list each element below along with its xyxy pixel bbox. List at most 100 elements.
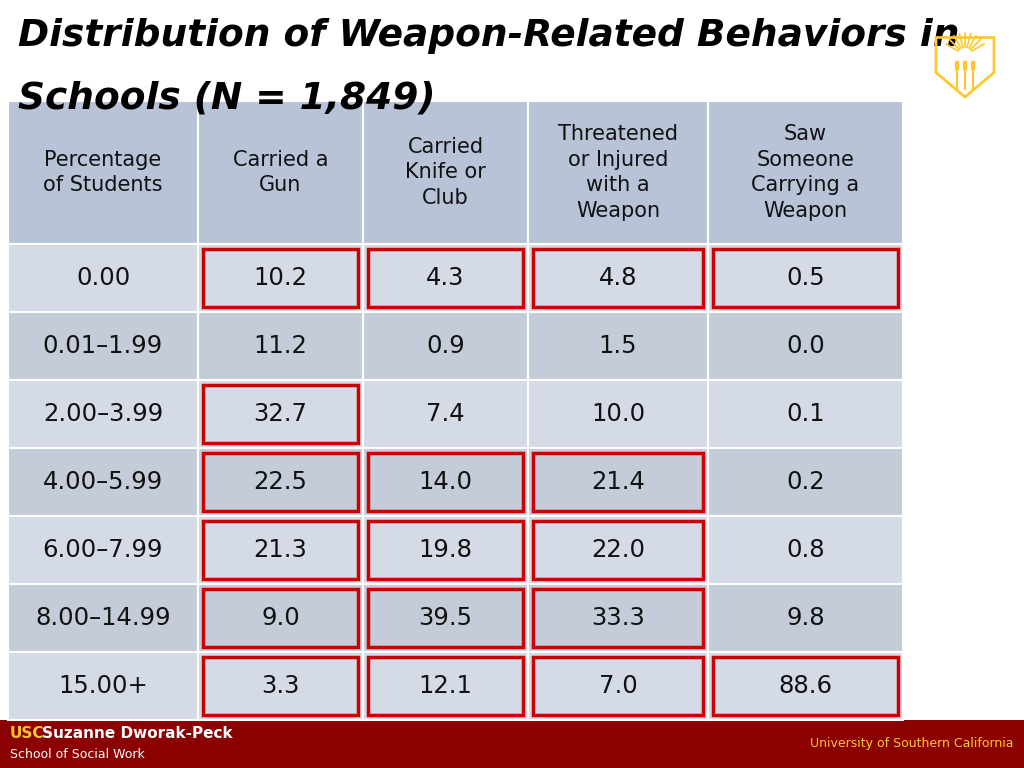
Bar bbox=[713, 249, 898, 307]
Text: University of Southern California: University of Southern California bbox=[811, 737, 1014, 750]
Text: Distribution of Weapon-Related Behaviors in: Distribution of Weapon-Related Behaviors… bbox=[18, 18, 959, 54]
Bar bbox=[198, 516, 362, 584]
Text: 9.8: 9.8 bbox=[786, 606, 824, 630]
Bar bbox=[368, 521, 523, 579]
Text: 8.00–14.99: 8.00–14.99 bbox=[35, 606, 171, 630]
Text: School of Social Work: School of Social Work bbox=[10, 748, 144, 761]
Text: 14.0: 14.0 bbox=[419, 470, 472, 494]
Text: 12.1: 12.1 bbox=[419, 674, 472, 698]
Bar bbox=[8, 380, 198, 448]
Bar bbox=[534, 453, 703, 511]
Bar bbox=[362, 516, 528, 584]
Text: Threatened
or Injured
with a
Weapon: Threatened or Injured with a Weapon bbox=[558, 124, 678, 221]
Text: 22.0: 22.0 bbox=[591, 538, 645, 562]
Text: 88.6: 88.6 bbox=[778, 674, 833, 698]
Text: 7.0: 7.0 bbox=[599, 674, 637, 698]
Text: 0.0: 0.0 bbox=[786, 334, 825, 358]
Bar bbox=[534, 521, 703, 579]
Text: 0.00: 0.00 bbox=[76, 266, 130, 290]
Bar bbox=[203, 453, 358, 511]
Bar bbox=[8, 101, 198, 244]
Bar bbox=[8, 516, 198, 584]
Bar bbox=[528, 448, 708, 516]
Bar bbox=[528, 584, 708, 652]
Bar bbox=[198, 101, 362, 244]
Bar bbox=[203, 385, 358, 443]
Bar bbox=[362, 244, 528, 312]
Bar bbox=[8, 448, 198, 516]
Text: Saw
Someone
Carrying a
Weapon: Saw Someone Carrying a Weapon bbox=[752, 124, 859, 221]
Bar bbox=[203, 249, 358, 307]
Text: 21.4: 21.4 bbox=[591, 470, 645, 494]
Bar bbox=[362, 380, 528, 448]
Bar bbox=[708, 101, 903, 244]
Text: Percentage
of Students: Percentage of Students bbox=[43, 150, 163, 195]
Bar bbox=[198, 244, 362, 312]
Bar bbox=[362, 448, 528, 516]
Bar bbox=[368, 657, 523, 715]
Text: 1.5: 1.5 bbox=[599, 334, 637, 358]
Text: 0.01–1.99: 0.01–1.99 bbox=[43, 334, 163, 358]
Bar bbox=[368, 453, 523, 511]
Text: 9.0: 9.0 bbox=[261, 606, 300, 630]
Bar bbox=[198, 652, 362, 720]
Bar bbox=[708, 380, 903, 448]
Bar bbox=[362, 312, 528, 380]
Bar bbox=[528, 244, 708, 312]
Text: 4.3: 4.3 bbox=[426, 266, 465, 290]
Bar bbox=[198, 448, 362, 516]
Text: 0.5: 0.5 bbox=[786, 266, 824, 290]
Bar bbox=[528, 312, 708, 380]
Text: 0.8: 0.8 bbox=[786, 538, 824, 562]
Bar bbox=[708, 244, 903, 312]
Text: 22.5: 22.5 bbox=[254, 470, 307, 494]
Text: 15.00+: 15.00+ bbox=[58, 674, 147, 698]
Bar bbox=[362, 652, 528, 720]
Bar bbox=[0, 720, 1024, 768]
Text: 11.2: 11.2 bbox=[254, 334, 307, 358]
Text: 33.3: 33.3 bbox=[591, 606, 645, 630]
Text: 19.8: 19.8 bbox=[419, 538, 472, 562]
Bar bbox=[534, 249, 703, 307]
Bar bbox=[8, 312, 198, 380]
Text: 3.3: 3.3 bbox=[261, 674, 300, 698]
Text: 32.7: 32.7 bbox=[254, 402, 307, 426]
Text: 39.5: 39.5 bbox=[419, 606, 472, 630]
Bar bbox=[198, 584, 362, 652]
Bar bbox=[534, 657, 703, 715]
Bar bbox=[0, 0, 1024, 101]
Bar bbox=[708, 312, 903, 380]
Text: 4.00–5.99: 4.00–5.99 bbox=[43, 470, 163, 494]
Text: 6.00–7.99: 6.00–7.99 bbox=[43, 538, 163, 562]
Bar bbox=[528, 652, 708, 720]
Bar bbox=[362, 101, 528, 244]
Text: Schools (N = 1,849): Schools (N = 1,849) bbox=[18, 80, 435, 116]
Bar bbox=[708, 652, 903, 720]
Text: 2.00–3.99: 2.00–3.99 bbox=[43, 402, 163, 426]
Bar bbox=[528, 101, 708, 244]
Bar bbox=[368, 589, 523, 647]
Bar bbox=[203, 521, 358, 579]
Text: 10.0: 10.0 bbox=[591, 402, 645, 426]
Text: 21.3: 21.3 bbox=[254, 538, 307, 562]
Text: USC: USC bbox=[10, 726, 44, 741]
Text: 7.4: 7.4 bbox=[426, 402, 465, 426]
Bar bbox=[708, 584, 903, 652]
Bar bbox=[368, 249, 523, 307]
Text: Carried
Knife or
Club: Carried Knife or Club bbox=[406, 137, 486, 208]
Text: 10.2: 10.2 bbox=[254, 266, 307, 290]
Bar bbox=[708, 516, 903, 584]
Text: Suzanne Dworak-Peck: Suzanne Dworak-Peck bbox=[42, 726, 232, 741]
Text: 4.8: 4.8 bbox=[599, 266, 637, 290]
Text: 0.1: 0.1 bbox=[786, 402, 824, 426]
Bar bbox=[8, 652, 198, 720]
Bar bbox=[708, 448, 903, 516]
Text: Carried a
Gun: Carried a Gun bbox=[232, 150, 329, 195]
Bar bbox=[203, 657, 358, 715]
Bar bbox=[534, 589, 703, 647]
Bar bbox=[713, 657, 898, 715]
Bar bbox=[8, 584, 198, 652]
Bar bbox=[203, 589, 358, 647]
Text: 0.9: 0.9 bbox=[426, 334, 465, 358]
Text: 0.2: 0.2 bbox=[786, 470, 824, 494]
